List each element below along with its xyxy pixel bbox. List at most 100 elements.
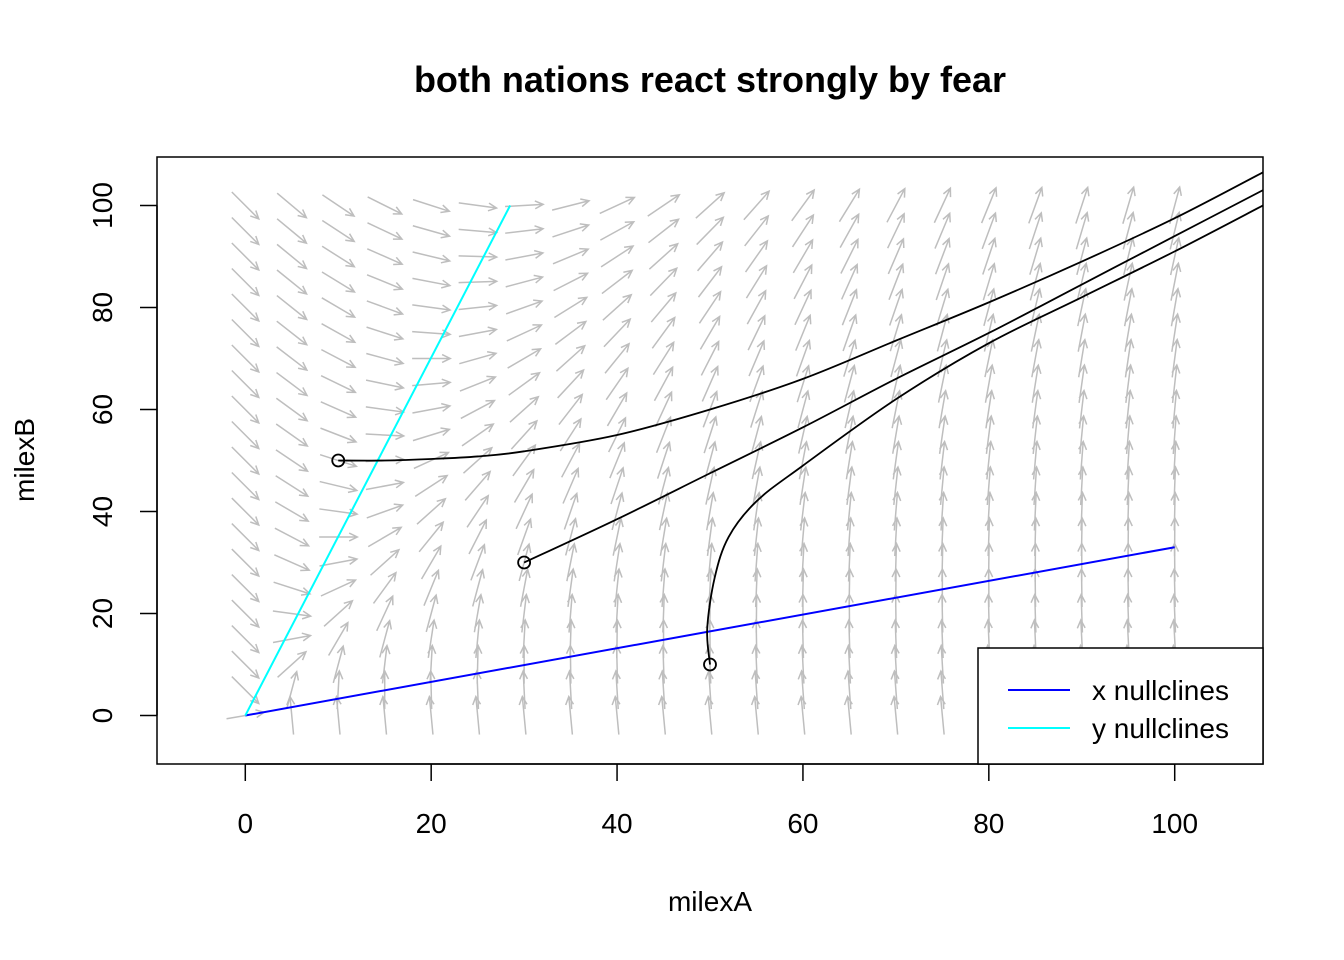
vector-arrow — [319, 480, 359, 494]
vector-arrow — [276, 295, 309, 321]
vector-arrow — [552, 247, 590, 265]
vector-arrow — [655, 415, 672, 454]
vector-arrow — [558, 393, 584, 426]
vector-arrow — [381, 643, 391, 684]
vector-arrow — [752, 567, 762, 608]
vector-arrow — [935, 262, 951, 301]
vector-arrow — [648, 242, 679, 270]
vector-arrow — [275, 397, 309, 422]
vector-arrow — [367, 196, 404, 215]
vector-arrow — [841, 288, 858, 326]
trajectory-start-point — [703, 657, 717, 672]
vector-arrow — [748, 339, 766, 377]
vector-arrow — [845, 541, 855, 582]
vector-arrow — [276, 218, 308, 245]
vector-arrow — [844, 643, 854, 684]
vector-arrow — [699, 315, 721, 350]
vector-arrow — [982, 236, 997, 275]
vector-arrow — [659, 516, 670, 556]
vector-arrow — [890, 669, 900, 710]
vector-arrow — [937, 618, 947, 659]
vector-arrow — [322, 194, 356, 218]
x-tick-label: 80 — [973, 808, 1004, 839]
vector-arrow — [744, 239, 769, 273]
vector-arrow — [327, 621, 349, 656]
vector-arrow — [1123, 490, 1134, 531]
vector-arrow — [843, 363, 857, 403]
vector-arrow — [704, 440, 718, 480]
vector-arrow — [934, 237, 951, 275]
vector-arrow — [1075, 185, 1090, 224]
vector-arrow — [320, 579, 358, 597]
vector-arrow — [412, 427, 452, 442]
vector-arrow — [842, 313, 858, 352]
vector-arrow — [1122, 185, 1136, 224]
vector-arrow — [321, 297, 357, 318]
vector-arrow — [320, 374, 357, 394]
vector-arrow — [611, 694, 621, 735]
vector-arrow — [799, 490, 809, 531]
vector-arrow — [794, 288, 812, 326]
vector-arrow — [1125, 363, 1135, 403]
vector-arrow — [516, 517, 533, 556]
vector-arrow — [985, 388, 996, 429]
vector-arrow — [647, 193, 681, 217]
vector-arrow — [658, 491, 671, 531]
vector-arrow — [886, 212, 905, 249]
vector-arrow — [611, 491, 625, 531]
vector-arrow — [797, 669, 807, 710]
y-tick-label: 60 — [87, 394, 118, 425]
x-tick-label: 0 — [238, 808, 254, 839]
vector-arrow — [606, 391, 628, 427]
vector-arrow — [1077, 465, 1087, 506]
vector-arrow — [459, 375, 497, 392]
vector-arrow — [1031, 338, 1042, 378]
vector-arrow — [985, 414, 995, 454]
vector-arrow — [1171, 312, 1181, 352]
trajectory-line — [706, 204, 1263, 665]
vector-arrow — [367, 526, 403, 548]
vector-arrow — [231, 369, 260, 399]
x-tick-label: 60 — [787, 808, 818, 839]
vector-arrow — [464, 470, 492, 501]
vector-arrow — [276, 243, 308, 270]
vector-arrow — [379, 694, 389, 735]
vector-arrow — [984, 490, 995, 531]
vector-arrow — [984, 338, 996, 378]
vector-arrow — [321, 271, 356, 293]
vector-arrow — [565, 669, 575, 710]
vector-arrow — [423, 568, 440, 606]
vector-arrow — [1077, 337, 1089, 378]
vector-arrow — [412, 304, 452, 314]
vector-arrow — [518, 694, 528, 735]
vector-arrow — [611, 669, 621, 710]
vector-arrow — [701, 364, 719, 402]
vector-arrow — [984, 516, 994, 557]
vector-arrow — [892, 439, 902, 480]
vector-arrow — [427, 618, 438, 658]
vector-arrow — [506, 324, 543, 342]
vector-arrow — [750, 694, 760, 735]
vector-arrow — [843, 338, 858, 377]
vector-arrow — [365, 379, 406, 391]
vector-arrow — [799, 541, 809, 582]
y-tick-label: 100 — [87, 182, 118, 229]
vector-arrow — [458, 252, 499, 262]
vector-arrow — [706, 516, 717, 556]
vector-arrow — [276, 269, 308, 296]
vector-arrow — [412, 225, 452, 239]
vector-arrow — [507, 348, 543, 369]
vector-arrow — [797, 694, 807, 735]
vector-arrow — [609, 441, 626, 479]
vector-arrow — [660, 541, 670, 582]
vector-arrow — [890, 694, 900, 735]
vector-arrow — [605, 366, 629, 401]
vector-arrow — [797, 414, 810, 454]
y-tick-label: 40 — [87, 496, 118, 527]
vector-arrow — [472, 694, 482, 735]
vector-arrow — [791, 188, 816, 222]
vector-arrow — [891, 516, 902, 557]
vector-arrow — [1169, 185, 1183, 225]
x-tick-label: 40 — [601, 808, 632, 839]
vector-arrow — [703, 415, 718, 454]
